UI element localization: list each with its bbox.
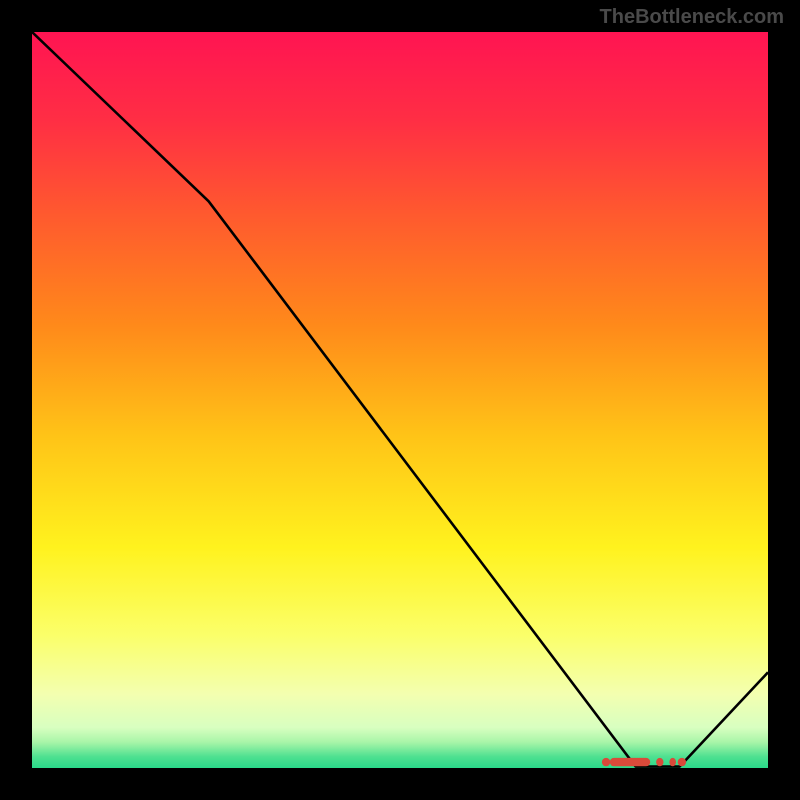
marker-dash — [656, 758, 663, 766]
chart-container: TheBottleneck.com — [0, 0, 800, 800]
bottom-marker-group — [602, 758, 686, 766]
watermark-text: TheBottleneck.com — [600, 6, 784, 29]
chart-svg — [32, 32, 768, 768]
marker-dash — [669, 758, 676, 766]
marker-dash — [610, 758, 650, 766]
marker-dot — [602, 758, 610, 766]
chart-background — [32, 32, 768, 768]
marker-dot — [678, 758, 686, 766]
plot-area — [32, 32, 768, 768]
